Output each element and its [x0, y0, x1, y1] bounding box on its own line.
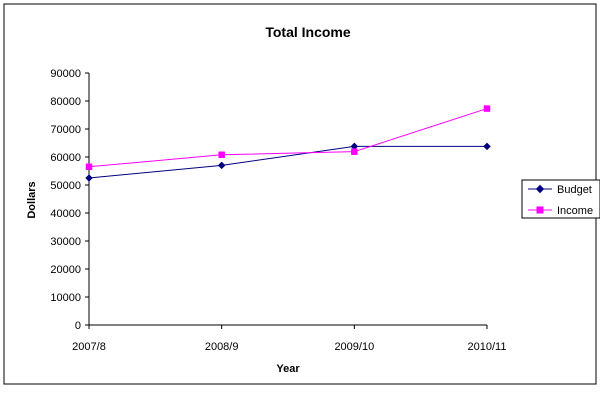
x-tick-label: 2007/8 — [72, 341, 106, 353]
data-point-budget — [85, 174, 93, 182]
y-tick-label: 30000 — [50, 236, 81, 248]
legend-box — [521, 179, 600, 219]
legend-marker-income — [536, 206, 544, 214]
x-tick-label: 2009/10 — [334, 341, 374, 353]
chart-border — [3, 3, 597, 385]
series-line-budget — [88, 145, 487, 179]
data-point-budget — [483, 142, 491, 151]
series-line-income — [88, 108, 488, 168]
y-tick-label: 80000 — [50, 96, 81, 108]
y-tick-label: 90000 — [50, 68, 81, 80]
y-tick-label: 50000 — [50, 180, 81, 192]
data-point-income — [218, 151, 225, 159]
legend-label-income: Income — [557, 205, 593, 217]
chart-title: Total Income — [265, 24, 351, 40]
data-point-income — [351, 148, 358, 155]
data-point-income — [85, 163, 93, 171]
y-axis-label: Dollars — [26, 181, 38, 218]
legend: Budget Income — [521, 179, 600, 219]
y-tick-label: 0 — [75, 320, 81, 332]
data-point-income — [483, 105, 491, 112]
data-point-budget — [217, 161, 226, 170]
series-layer — [85, 105, 491, 182]
axes: 0 10000 20000 30000 40000 50000 60000 70000 8000… — [50, 68, 506, 353]
y-tick-label: 70000 — [50, 124, 81, 136]
y-tick-label: 60000 — [50, 152, 81, 164]
x-tick-label: 2008/9 — [205, 341, 239, 353]
x-tick-label: 2010/11 — [468, 341, 507, 353]
y-tick-label: 10000 — [50, 292, 81, 304]
x-axis-label: Year — [276, 363, 300, 375]
y-tick-label: 20000 — [50, 264, 81, 276]
legend-label-budget: Budget — [557, 184, 592, 196]
y-tick-label: 40000 — [50, 208, 81, 220]
legend-marker-budget — [535, 184, 545, 194]
